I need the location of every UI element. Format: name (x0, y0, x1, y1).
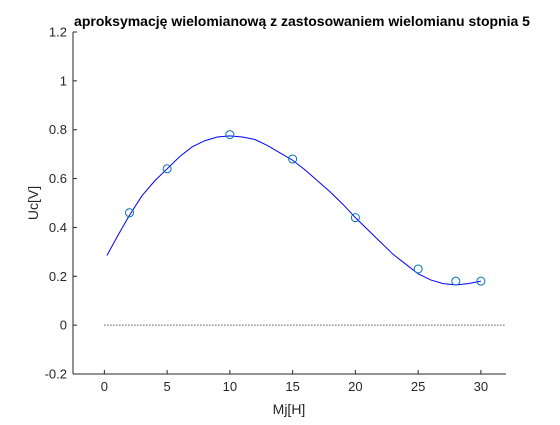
y-axis-label: Uc[V] (25, 186, 41, 220)
data-point-marker (288, 154, 298, 164)
data-point-marker (225, 130, 235, 140)
x-tick-label: 5 (164, 379, 171, 394)
data-point-marker (124, 208, 134, 218)
x-tick-label: 20 (348, 379, 362, 394)
y-tick-label: -0.2 (45, 367, 67, 382)
x-tick-label: 0 (101, 379, 108, 394)
data-point-marker (162, 164, 172, 174)
x-tick-label: 25 (411, 379, 425, 394)
y-ticks: -0.2 0 0.2 0.4 0.6 0.8 1 1.2 (45, 25, 77, 382)
y-tick-label: 0.2 (49, 269, 67, 284)
y-tick-label: 0.8 (49, 122, 67, 137)
data-point-marker (413, 264, 423, 274)
x-tick-label: 30 (474, 379, 488, 394)
chart-title: aproksymację wielomianową z zastosowanie… (74, 13, 530, 29)
y-tick-label: 0.4 (49, 220, 67, 235)
data-point-marker (476, 276, 486, 286)
fit-curve (106, 135, 481, 286)
y-tick-label: 0 (60, 318, 67, 333)
data-point-marker (350, 213, 360, 223)
x-tick-label: 15 (285, 379, 299, 394)
y-tick-label: 0.6 (49, 171, 67, 186)
x-axis-label: Mj[H] (273, 401, 306, 417)
data-point-marker (451, 276, 461, 286)
x-tick-label: 10 (223, 379, 237, 394)
plot-area (104, 130, 506, 326)
y-tick-label: 1 (60, 73, 67, 88)
y-tick-label: 1.2 (49, 25, 67, 40)
x-ticks: 0 5 10 15 20 25 30 (101, 370, 488, 394)
